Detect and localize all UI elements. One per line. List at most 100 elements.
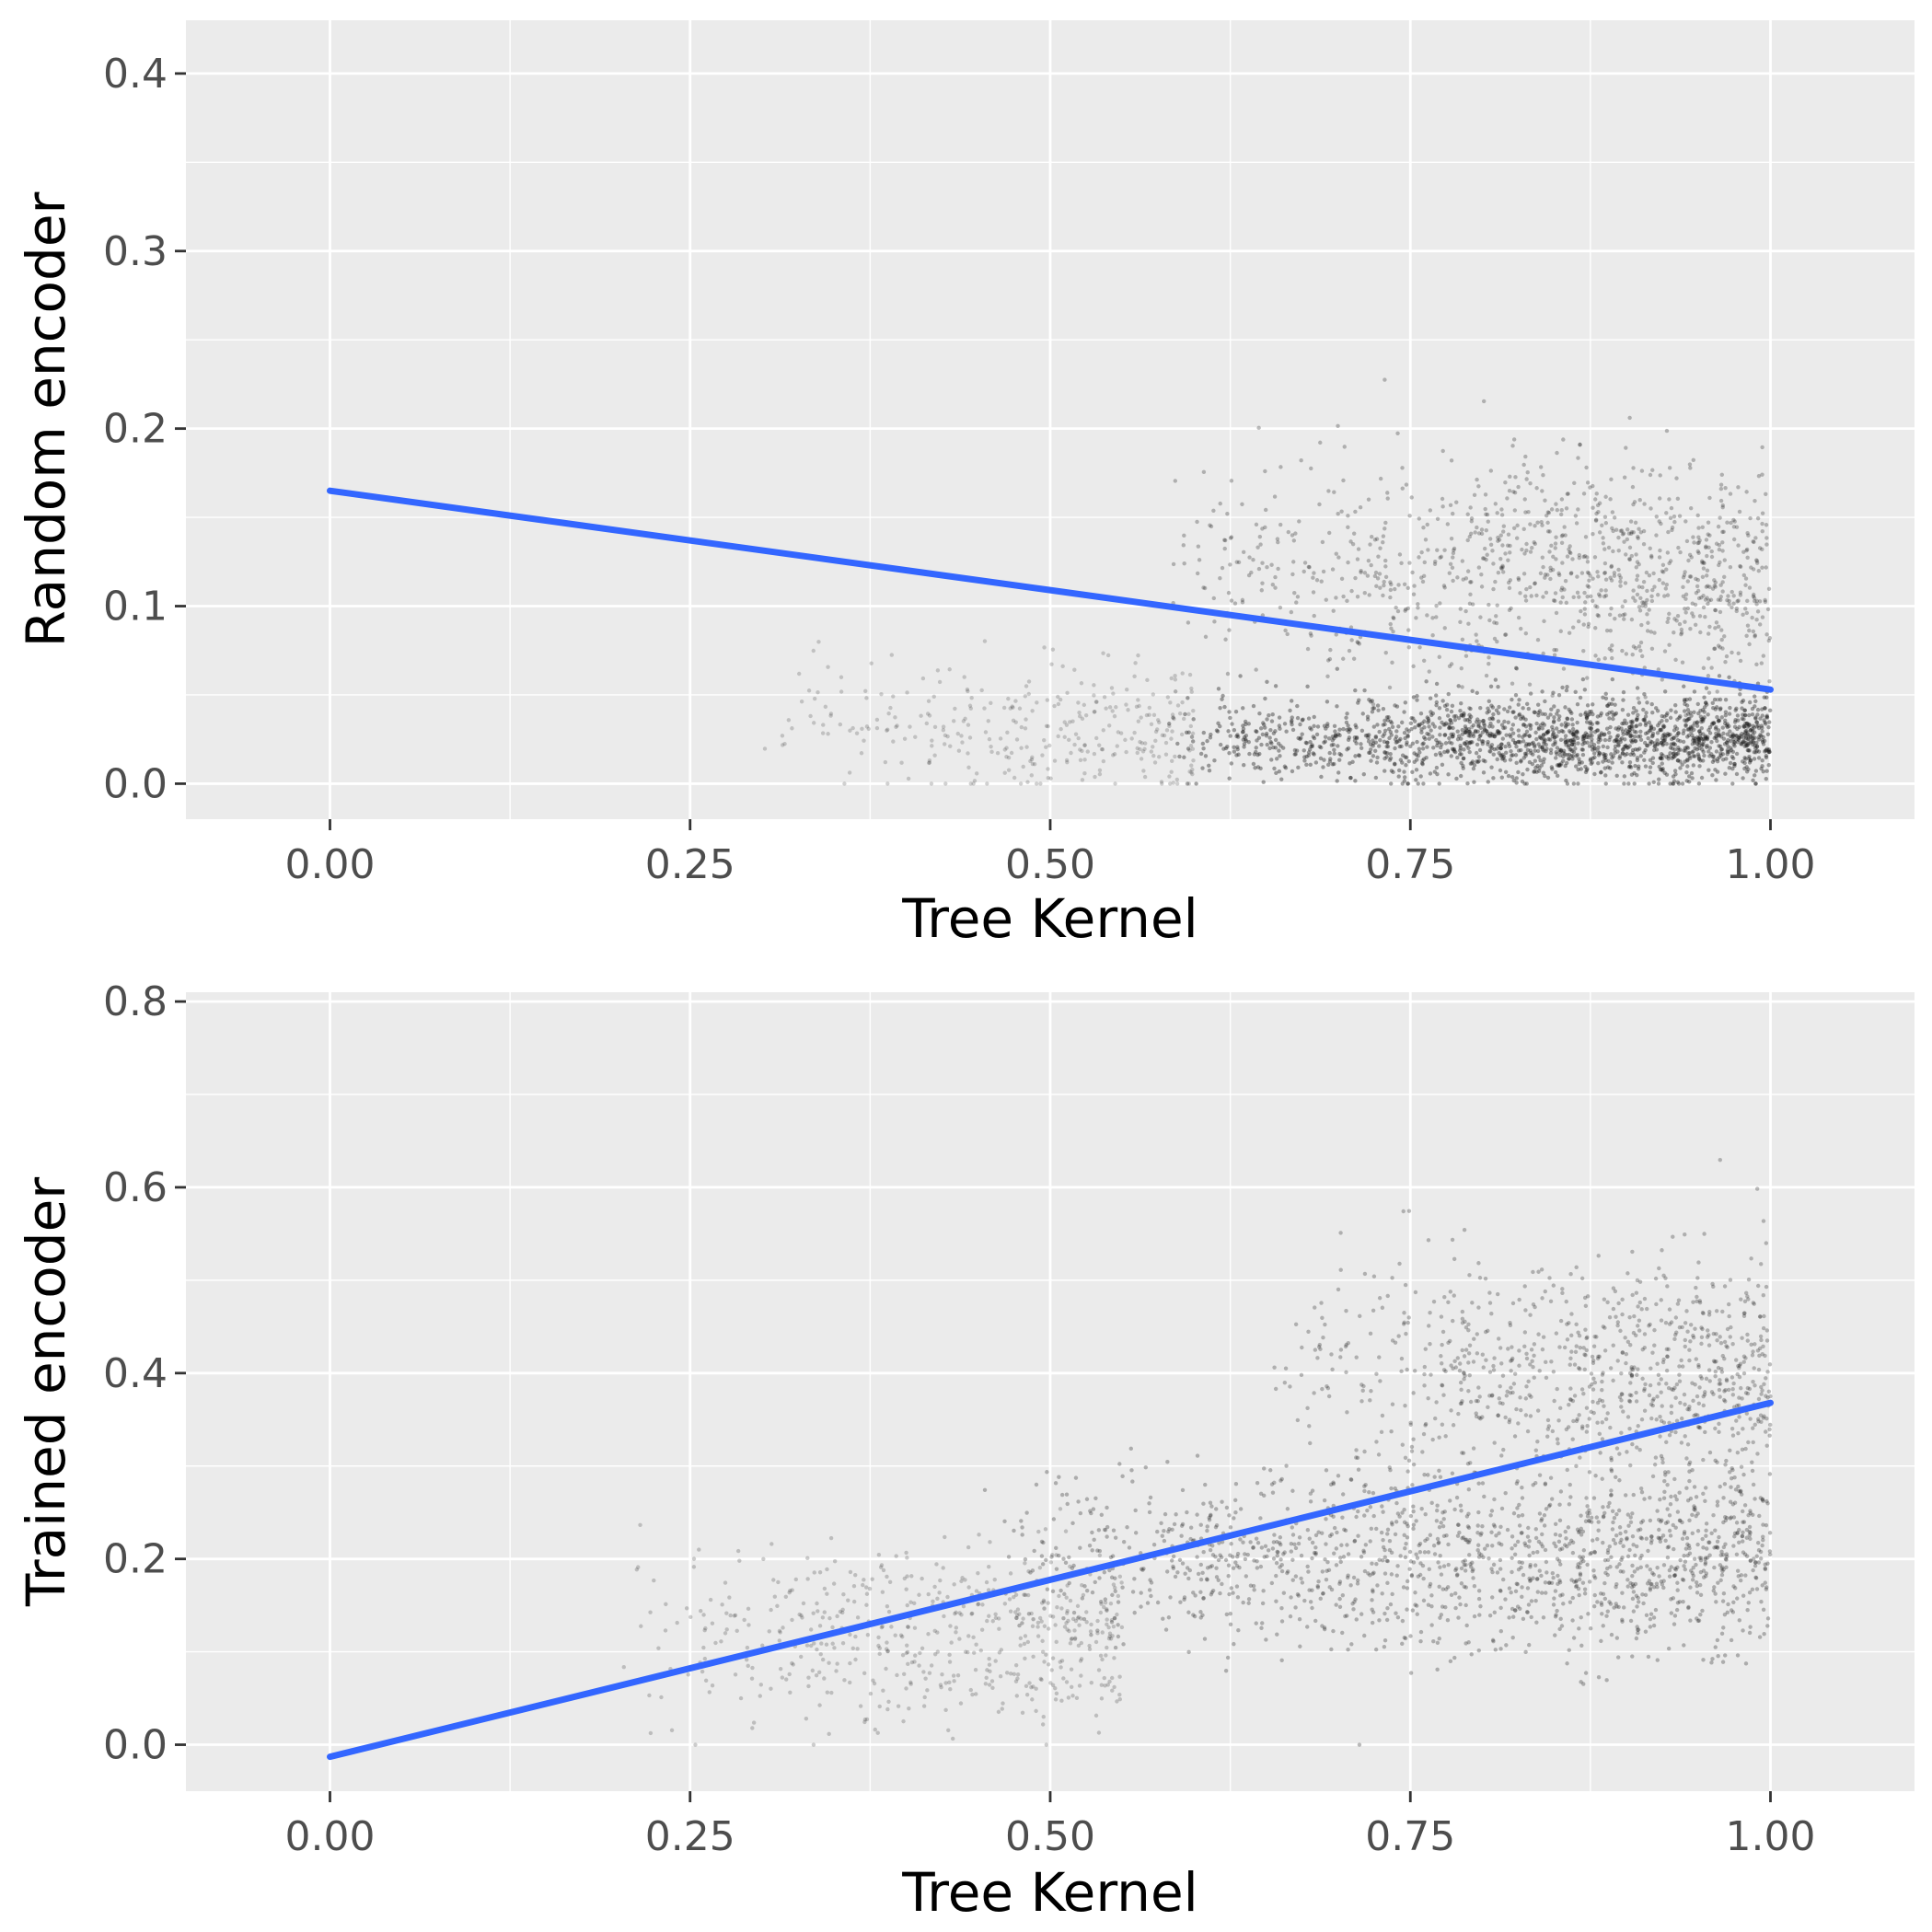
scatter-point bbox=[1369, 1526, 1374, 1532]
scatter-point bbox=[1671, 735, 1676, 740]
scatter-point bbox=[1579, 747, 1584, 752]
scatter-point bbox=[1642, 717, 1647, 722]
scatter-point bbox=[1417, 746, 1422, 751]
scatter-point bbox=[1382, 1637, 1388, 1643]
scatter-point bbox=[1637, 1600, 1641, 1604]
scatter-point bbox=[1675, 717, 1680, 722]
scatter-point bbox=[1441, 1533, 1447, 1539]
scatter-point bbox=[1745, 737, 1751, 742]
scatter-point bbox=[1752, 730, 1757, 735]
scatter-point bbox=[1696, 711, 1701, 716]
scatter-point bbox=[1549, 507, 1555, 512]
scatter-point bbox=[1753, 1497, 1757, 1501]
scatter-point bbox=[1751, 1380, 1755, 1384]
scatter-point bbox=[1744, 722, 1750, 726]
scatter-point bbox=[1382, 377, 1387, 382]
scatter-point bbox=[1129, 736, 1134, 741]
scatter-point bbox=[1761, 1325, 1766, 1331]
scatter-point bbox=[1155, 1600, 1161, 1605]
scatter-point bbox=[1672, 742, 1678, 747]
scatter-point bbox=[1254, 749, 1258, 755]
scatter-point bbox=[1523, 723, 1529, 729]
scatter-point bbox=[1449, 709, 1454, 714]
scatter-point bbox=[1384, 1617, 1390, 1623]
scatter-point bbox=[1542, 1523, 1547, 1528]
scatter-point bbox=[1072, 667, 1077, 672]
scatter-point bbox=[1476, 723, 1481, 727]
scatter-point bbox=[1511, 778, 1516, 783]
scatter-point bbox=[1333, 729, 1337, 734]
scatter-point bbox=[1078, 1545, 1082, 1550]
scatter-point bbox=[1691, 754, 1696, 758]
scatter-point bbox=[1706, 656, 1711, 661]
scatter-point bbox=[1718, 560, 1722, 565]
scatter-point bbox=[1672, 1476, 1677, 1482]
scatter-point bbox=[1417, 750, 1422, 755]
scatter-point bbox=[1627, 760, 1633, 765]
scatter-point bbox=[1597, 751, 1602, 756]
scatter-point bbox=[1605, 1557, 1611, 1563]
scatter-point bbox=[1382, 1644, 1387, 1649]
scatter-point bbox=[1497, 1541, 1501, 1545]
scatter-point bbox=[1587, 578, 1591, 583]
scatter-point bbox=[1575, 1565, 1580, 1569]
scatter-point bbox=[1186, 1576, 1191, 1581]
scatter-point bbox=[1691, 735, 1696, 741]
scatter-point bbox=[1701, 566, 1706, 571]
scatter-point bbox=[1668, 732, 1672, 737]
scatter-point bbox=[1646, 1654, 1651, 1660]
scatter-point bbox=[1646, 620, 1650, 625]
scatter-point bbox=[1585, 732, 1590, 737]
scatter-point bbox=[1408, 721, 1414, 726]
scatter-point bbox=[1605, 1609, 1610, 1614]
scatter-point bbox=[1508, 578, 1513, 583]
scatter-point bbox=[1082, 771, 1087, 776]
scatter-point bbox=[1441, 584, 1447, 588]
scatter-point bbox=[1354, 1617, 1359, 1622]
scatter-point bbox=[1728, 734, 1733, 739]
scatter-point bbox=[1649, 594, 1654, 599]
scatter-point bbox=[1614, 1511, 1619, 1517]
scatter-point bbox=[1745, 743, 1750, 747]
scatter-point bbox=[1431, 1638, 1436, 1644]
scatter-point bbox=[1699, 1556, 1704, 1561]
scatter-point bbox=[1699, 725, 1704, 731]
scatter-point bbox=[1639, 1307, 1644, 1312]
scatter-point bbox=[1741, 573, 1747, 578]
scatter-point bbox=[1402, 769, 1406, 774]
scatter-point bbox=[1396, 768, 1402, 773]
scatter-point bbox=[966, 723, 971, 727]
scatter-point bbox=[1695, 1591, 1700, 1595]
scatter-point bbox=[1756, 737, 1762, 742]
scatter-point bbox=[1513, 1543, 1518, 1548]
scatter-point bbox=[1718, 1341, 1724, 1346]
y-tick-label: 0.0 bbox=[103, 760, 168, 807]
scatter-point bbox=[1486, 739, 1490, 745]
scatter-point bbox=[1661, 724, 1667, 729]
scatter-point bbox=[1166, 1529, 1171, 1534]
scatter-point bbox=[1630, 737, 1636, 743]
scatter-point bbox=[1682, 748, 1686, 753]
scatter-point bbox=[1472, 763, 1477, 768]
scatter-point bbox=[1347, 735, 1352, 740]
scatter-point bbox=[1577, 1592, 1581, 1598]
scatter-point bbox=[1354, 1514, 1359, 1520]
scatter-point bbox=[1540, 1517, 1544, 1521]
scatter-point bbox=[1426, 1550, 1431, 1555]
scatter-point bbox=[1471, 734, 1476, 739]
scatter-point bbox=[1714, 778, 1718, 782]
scatter-point bbox=[1510, 1556, 1514, 1560]
scatter-point bbox=[1400, 1641, 1405, 1647]
scatter-point bbox=[1661, 738, 1666, 744]
scatter-point bbox=[1684, 779, 1689, 783]
scatter-point bbox=[1292, 590, 1297, 596]
scatter-point bbox=[1400, 760, 1405, 765]
scatter-point bbox=[1687, 574, 1693, 579]
scatter-point bbox=[1616, 535, 1621, 540]
scatter-point bbox=[1173, 673, 1177, 678]
scatter-point bbox=[1758, 622, 1763, 627]
scatter-point bbox=[1331, 1628, 1336, 1634]
scatter-point bbox=[1675, 1580, 1680, 1585]
scatter-point bbox=[1458, 708, 1463, 713]
scatter-point bbox=[1565, 1467, 1569, 1473]
